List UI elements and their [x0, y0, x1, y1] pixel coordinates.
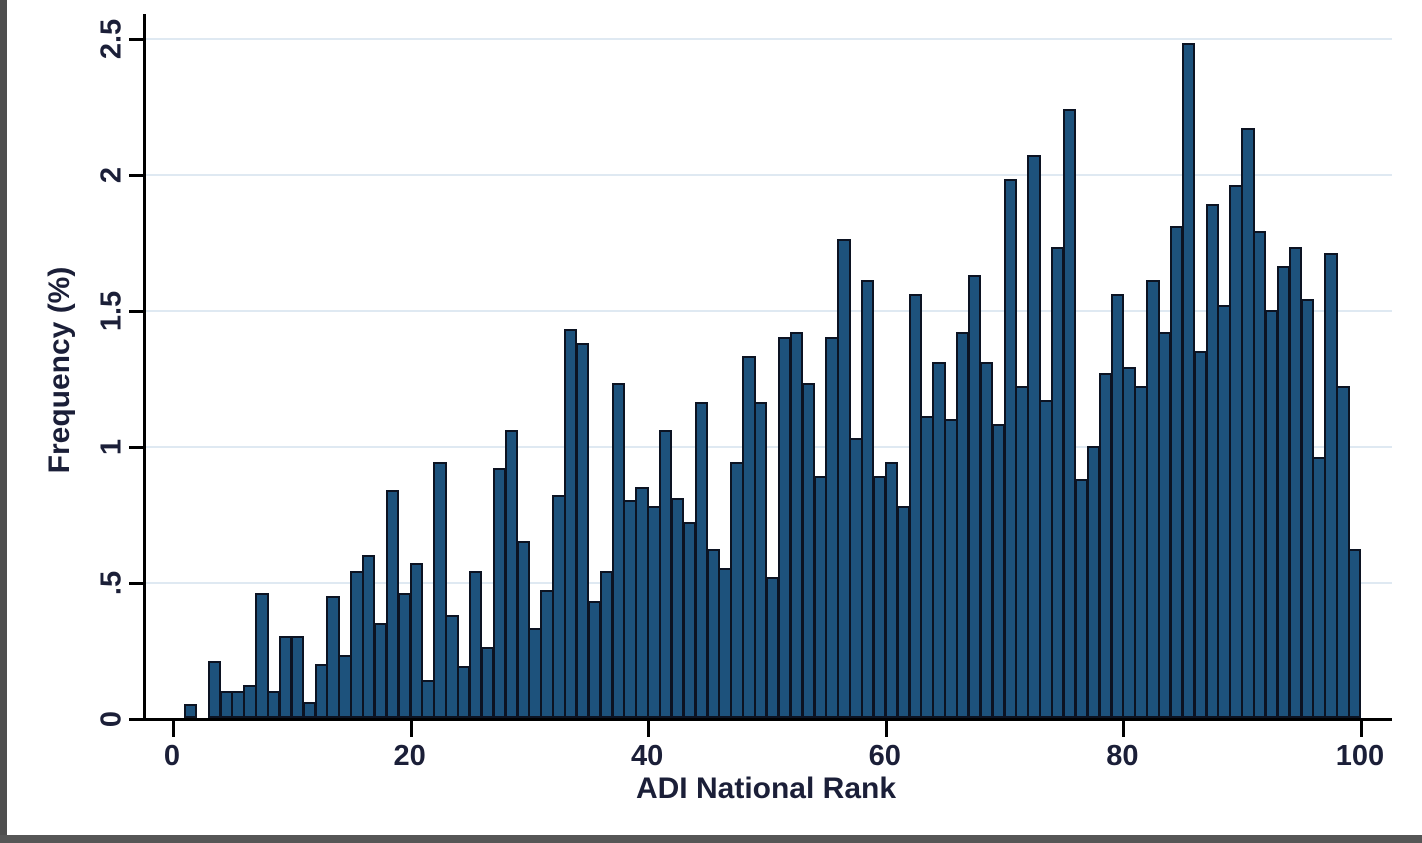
x-axis-tick: [647, 721, 651, 737]
x-tick-label: 100: [1335, 740, 1385, 772]
histogram-bar: [1348, 549, 1362, 718]
x-tick-label: 60: [868, 740, 901, 772]
histogram-bar: [754, 402, 768, 718]
histogram-bar: [290, 636, 305, 718]
y-axis-title: Frequency (%): [43, 266, 76, 474]
y-axis-tick: [129, 446, 143, 449]
histogram-bar: [1063, 108, 1077, 718]
histogram-bar: [433, 462, 447, 718]
histogram-bar: [207, 660, 221, 718]
histogram-bar: [469, 571, 483, 718]
y-axis-line: [143, 14, 146, 721]
x-axis-tick: [1360, 721, 1363, 737]
histogram-bar: [445, 614, 459, 718]
x-axis-tick: [1122, 721, 1126, 737]
x-tick-label: 20: [393, 740, 426, 772]
y-axis-tick: [129, 718, 143, 721]
histogram-bar: [183, 704, 198, 718]
gridline: [143, 38, 1392, 40]
y-tick-label: 2: [95, 166, 128, 184]
x-axis-tick: [409, 721, 413, 737]
x-axis-title: ADI National Rank: [635, 772, 897, 805]
y-axis-tick: [129, 310, 143, 313]
gridline: [143, 446, 1392, 448]
y-tick-label: 0: [95, 710, 128, 728]
figure-frame-bottom: [0, 835, 1422, 843]
histogram-bar: [409, 562, 423, 718]
x-axis-tick: [884, 721, 888, 737]
y-tick-label: 2.5: [95, 18, 128, 60]
y-tick-label: 1.5: [95, 290, 128, 332]
x-axis-line: [143, 718, 1392, 721]
y-tick-label: .5: [95, 570, 128, 596]
y-axis-tick: [129, 582, 143, 585]
gridline: [143, 174, 1392, 176]
x-axis-tick: [172, 721, 175, 737]
x-tick-label: 0: [163, 740, 181, 772]
y-axis-tick: [129, 38, 143, 41]
figure-frame-left: [0, 0, 7, 843]
x-tick-label: 40: [631, 740, 664, 772]
histogram-bar: [255, 592, 269, 718]
x-tick-label: 80: [1106, 740, 1139, 772]
y-axis-tick: [129, 174, 143, 177]
histogram-bar: [575, 342, 590, 718]
y-tick-label: 1: [95, 438, 128, 456]
gridline: [143, 310, 1392, 312]
